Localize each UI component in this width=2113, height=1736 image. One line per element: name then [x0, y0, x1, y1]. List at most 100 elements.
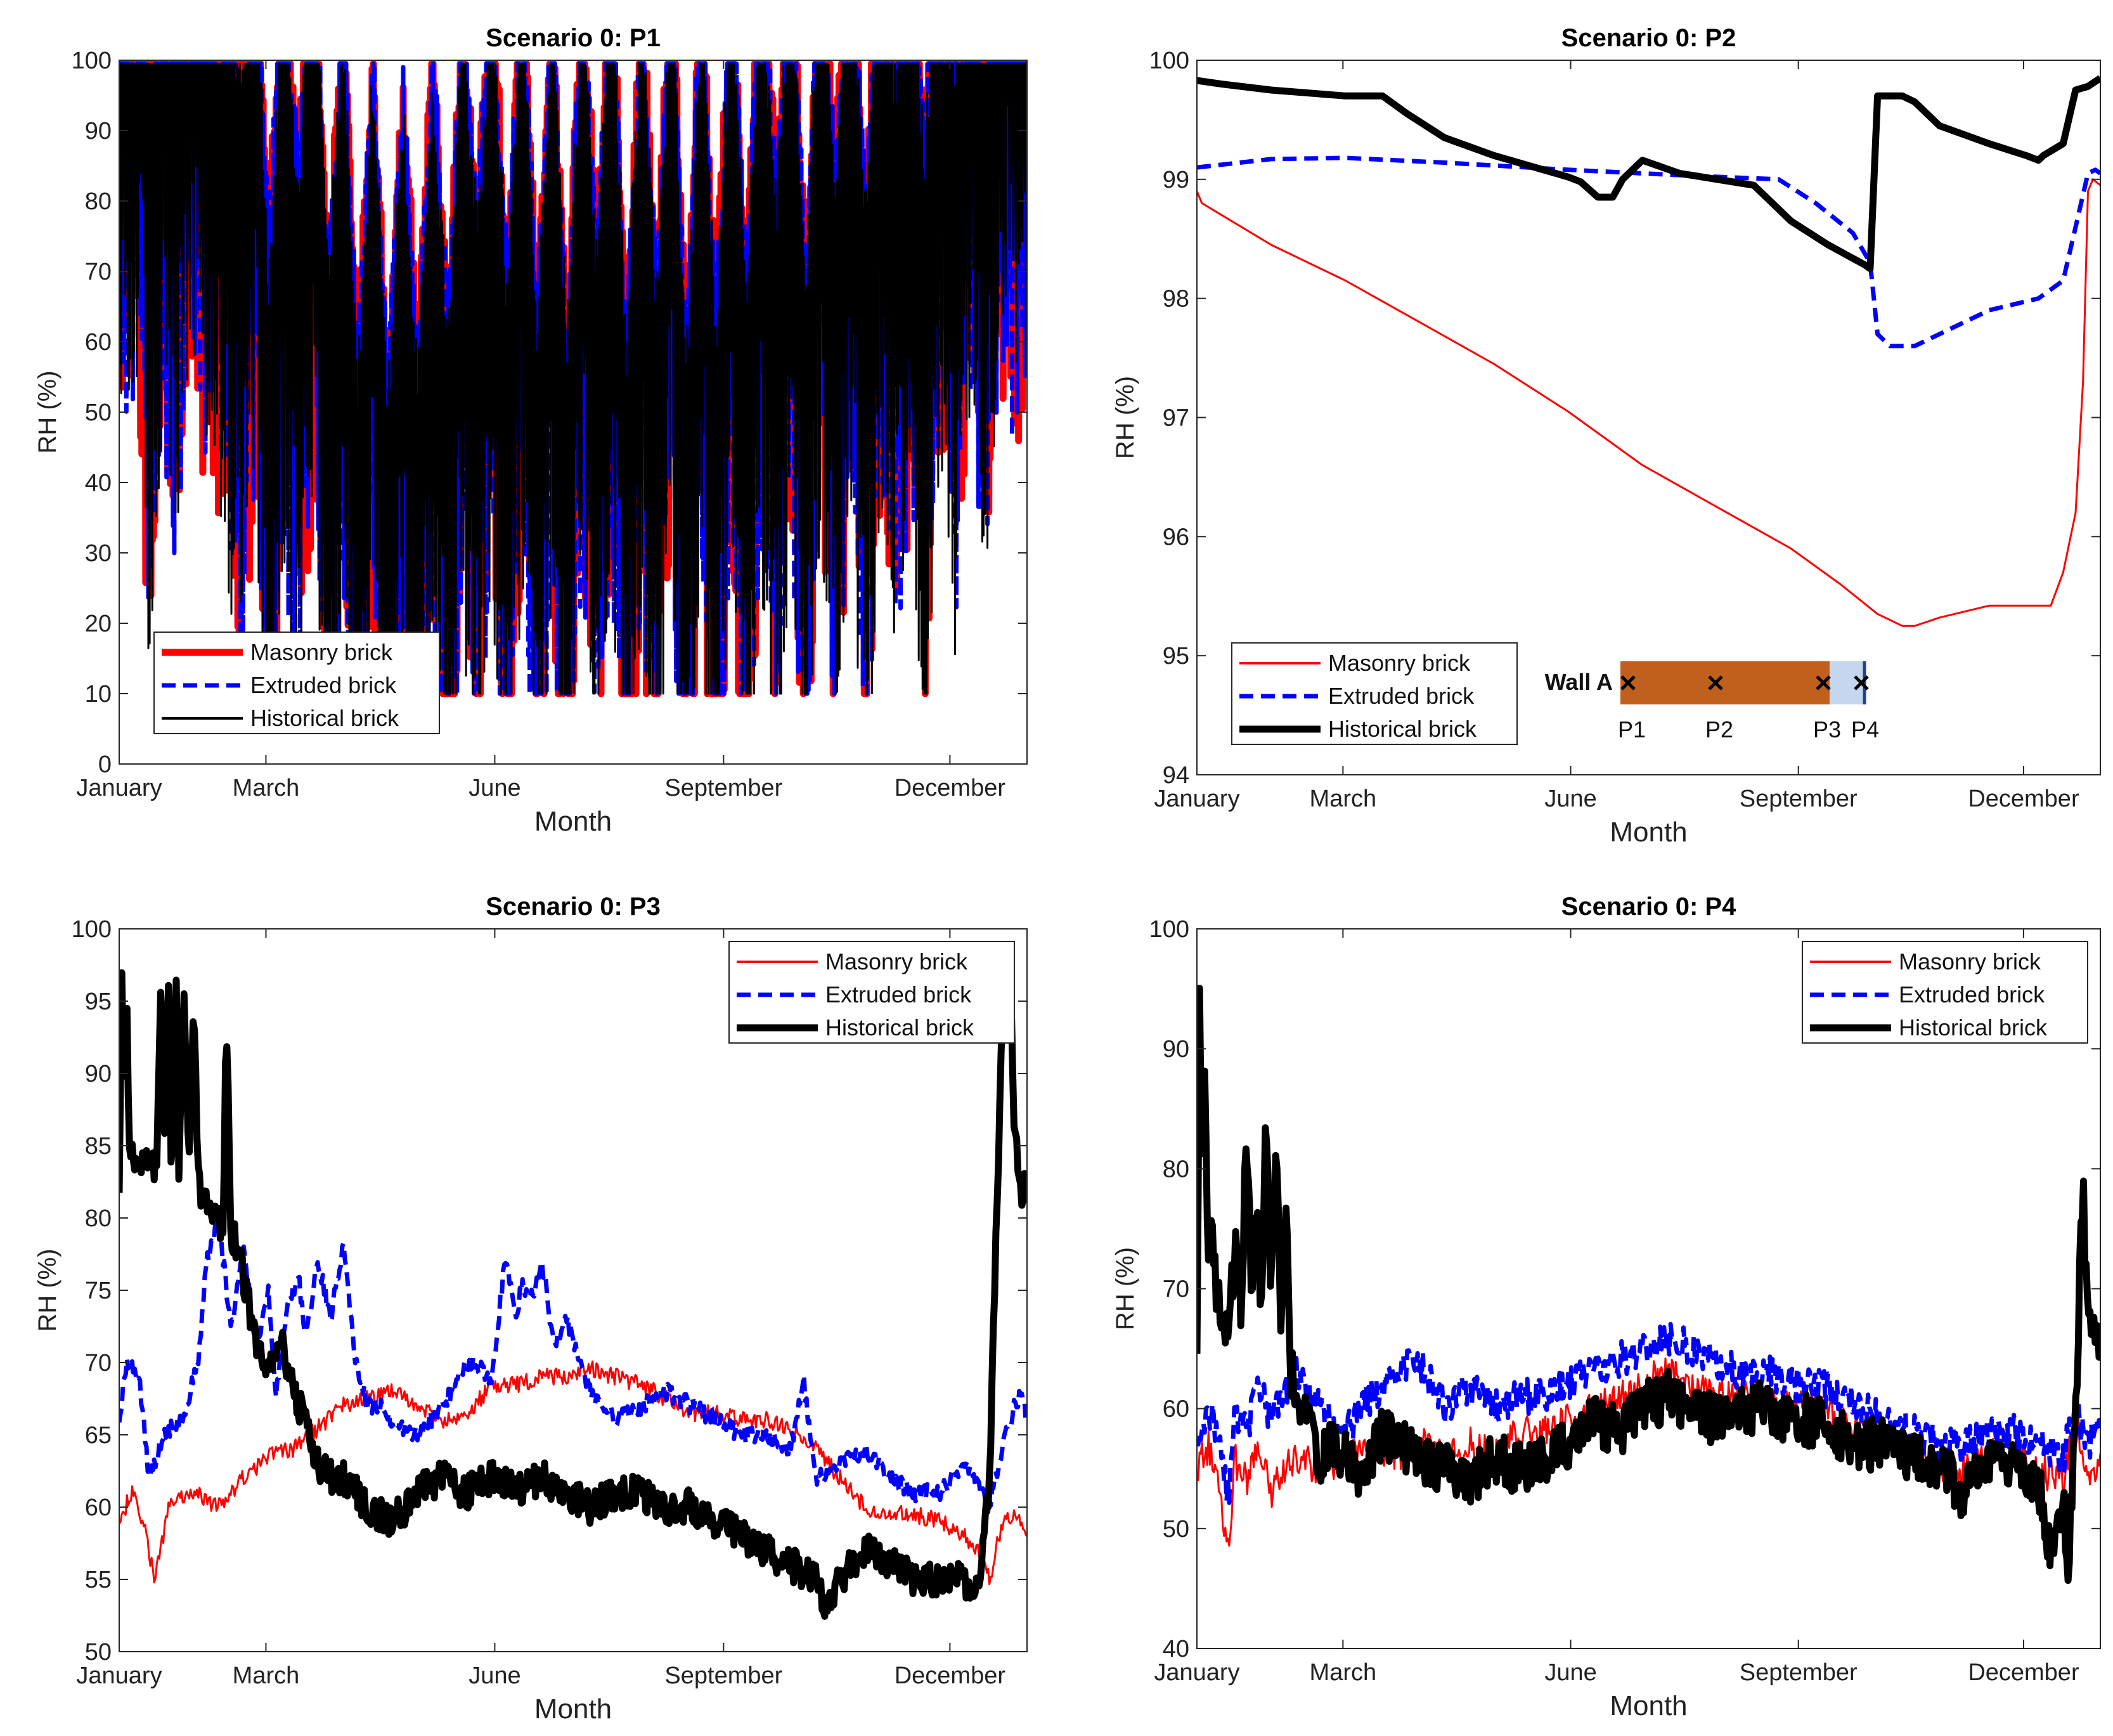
wall-insulation-layer — [1830, 661, 1864, 704]
x-tick-label: June — [1544, 786, 1596, 812]
y-tick-label: 60 — [85, 329, 112, 356]
legend-label: Historical brick — [250, 705, 399, 731]
x-tick-label: June — [468, 1662, 520, 1689]
legend-box — [1802, 941, 2088, 1044]
series-line-extruded-brick — [119, 1218, 1027, 1515]
chart-title: Scenario 0: P1 — [486, 24, 661, 52]
legend: Masonry brick Extruded brick Historical br… — [728, 941, 1015, 1044]
sensor-label: P4 — [1851, 716, 1879, 742]
x-tick-label: September — [664, 1662, 782, 1689]
y-tick-label: 10 — [85, 681, 112, 708]
wall-label: Wall A — [1545, 669, 1613, 695]
x-tick-label: March — [1310, 1659, 1377, 1686]
y-axis-label: RH (%) — [1111, 1247, 1139, 1330]
y-tick-label: 80 — [85, 1205, 112, 1232]
y-tick-label: 30 — [85, 540, 112, 567]
y-tick-label: 97 — [1163, 405, 1189, 432]
x-tick-label: June — [468, 775, 520, 801]
y-tick-label: 75 — [85, 1278, 112, 1304]
y-tick-label: 70 — [1163, 1276, 1189, 1303]
y-tick-label: 90 — [85, 1061, 112, 1087]
legend-label: Masonry brick — [1328, 650, 1471, 676]
y-tick-label: 90 — [85, 118, 112, 145]
x-tick-label: January — [1154, 786, 1239, 812]
legend-label: Masonry brick — [1899, 949, 2041, 975]
x-tick-label: June — [1544, 1659, 1596, 1686]
y-tick-label: 80 — [85, 188, 112, 215]
y-axis-label: RH (%) — [34, 1248, 61, 1331]
chart-title: Scenario 0: P2 — [1561, 24, 1736, 52]
series-group — [1197, 985, 2100, 1584]
y-tick-label: 60 — [1163, 1396, 1189, 1423]
series-line-historical-brick — [119, 63, 1027, 695]
y-tick-label: 95 — [85, 988, 112, 1015]
series-line-masonry-brick — [1197, 178, 2100, 627]
x-tick-label: March — [1310, 786, 1377, 812]
y-tick-label: 0 — [98, 751, 112, 778]
legend-label: Masonry brick — [825, 949, 968, 975]
series-group — [119, 969, 1027, 1620]
x-tick-label: September — [1740, 1659, 1858, 1686]
y-tick-label: 50 — [85, 1639, 112, 1666]
y-tick-label: 50 — [85, 399, 112, 426]
y-axis-label: RH (%) — [1111, 376, 1139, 459]
y-tick-label: 60 — [85, 1494, 112, 1521]
x-tick-label: December — [1968, 1659, 2079, 1686]
wall-brick-layer — [1620, 661, 1830, 704]
legend-label: Historical brick — [1899, 1014, 2048, 1040]
y-tick-label: 96 — [1163, 524, 1189, 550]
series-line-extruded-brick — [1197, 155, 2100, 349]
y-tick-label: 40 — [85, 470, 112, 496]
x-tick-label: September — [664, 775, 782, 801]
y-tick-label: 70 — [85, 1350, 112, 1376]
series-group — [119, 60, 1027, 697]
legend-label: Extruded brick — [250, 672, 397, 698]
y-axis-label: RH (%) — [34, 370, 61, 453]
y-tick-label: 99 — [1163, 167, 1189, 193]
legend-label: Historical brick — [1328, 716, 1477, 742]
series-line-historical-brick — [1197, 985, 2100, 1584]
wall-diagram: Wall AP1 P2 P3 P4 — [1545, 661, 1879, 742]
y-tick-label: 70 — [85, 259, 112, 285]
sensor-label: P1 — [1618, 716, 1646, 742]
series-line-historical-brick — [119, 969, 1027, 1620]
series-line-historical-brick — [1197, 75, 2100, 273]
y-tick-label: 94 — [1163, 762, 1189, 789]
x-tick-label: December — [895, 775, 1006, 801]
y-tick-label: 20 — [85, 611, 112, 637]
x-axis-label: Month — [1610, 817, 1687, 848]
y-tick-label: 95 — [1163, 643, 1189, 670]
legend: Masonry brick Extruded brick Historical br… — [1231, 642, 1518, 745]
legend-label: Masonry brick — [250, 639, 393, 665]
sensor-marker-icon — [1620, 675, 1636, 690]
y-tick-label: 98 — [1163, 286, 1189, 313]
legend-label: Extruded brick — [1328, 683, 1475, 709]
plot-area — [119, 929, 1027, 1652]
legend-label: Extruded brick — [1899, 981, 2045, 1007]
sensor-marker-icon — [1708, 675, 1723, 690]
y-tick-label: 65 — [85, 1422, 112, 1449]
x-axis-label: Month — [534, 1694, 612, 1725]
x-tick-label: March — [233, 1662, 300, 1689]
y-tick-label: 100 — [1149, 48, 1189, 74]
sensor-marker-icon — [1854, 675, 1869, 690]
sensor-marker-icon — [1816, 675, 1831, 690]
x-axis-label: Month — [1610, 1690, 1687, 1721]
y-tick-label: 85 — [85, 1133, 112, 1160]
chart-title: Scenario 0: P4 — [1561, 893, 1736, 921]
chart-title: Scenario 0: P3 — [486, 893, 661, 921]
legend-label: Historical brick — [825, 1014, 974, 1040]
x-tick-label: December — [895, 1662, 1006, 1689]
y-tick-label: 80 — [1163, 1156, 1189, 1182]
x-axis-label: Month — [534, 806, 612, 837]
x-tick-label: January — [76, 1662, 162, 1689]
plot-area — [1197, 929, 2100, 1649]
series-line-masonry-brick — [119, 1360, 1027, 1586]
y-tick-label: 100 — [1149, 916, 1189, 943]
chart-panel-4: Scenario 0: P4 40 50 60 70 80 90 100 January Marc… — [1111, 893, 2101, 1721]
x-tick-label: January — [76, 775, 162, 801]
legend: Masonry brick Extruded brick Historical br… — [153, 632, 440, 734]
series-line-extruded-brick — [1197, 1321, 2100, 1505]
y-tick-label: 90 — [1163, 1036, 1189, 1063]
